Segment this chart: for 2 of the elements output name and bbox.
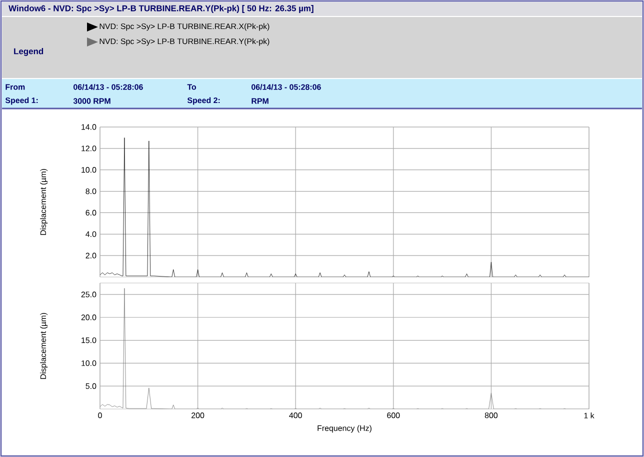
legend-title: Legend: [14, 48, 44, 56]
text: Window6 - NVD: Spc >Sy> LP-B TURBINE.REAR.Y(Pk-pk) [ 50 Hz: 26.35 µm]: [8, 5, 314, 13]
